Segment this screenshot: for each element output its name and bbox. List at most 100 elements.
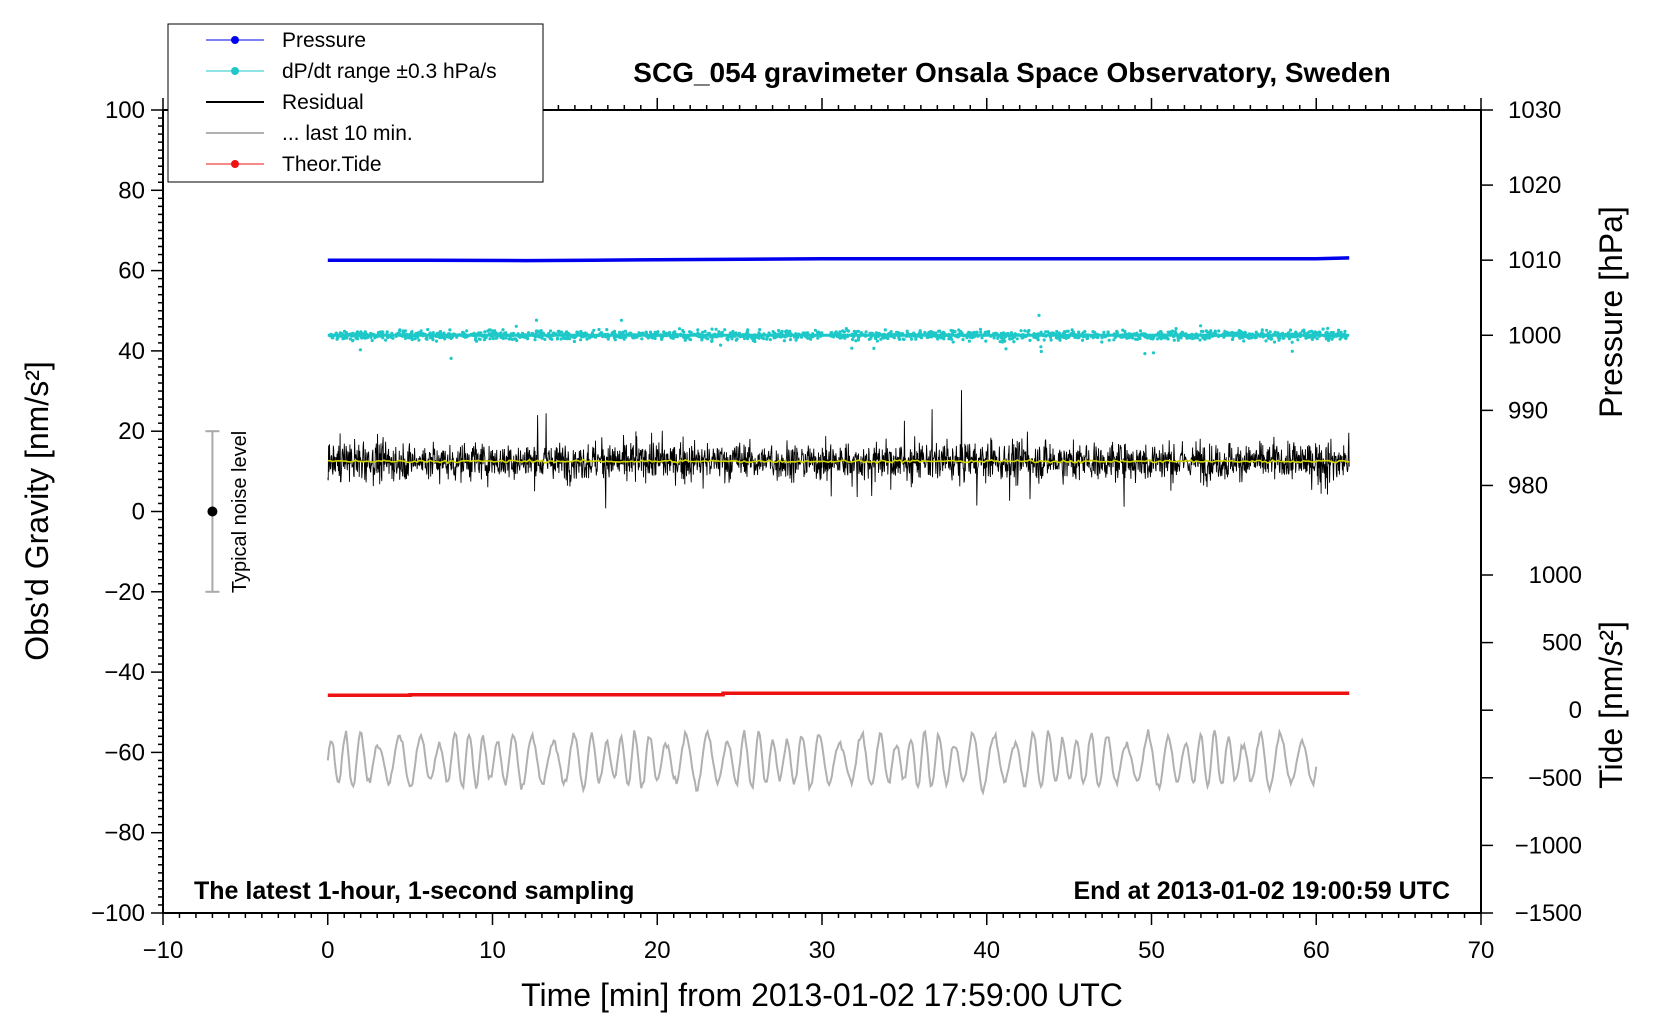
dpdt-point: [494, 336, 498, 340]
dpdt-point: [905, 329, 909, 333]
y-tick-label: −60: [104, 739, 145, 766]
y-axis-title: Obs'd Gravity [nm/s²]: [19, 361, 55, 661]
dpdt-point: [413, 337, 417, 341]
dpdt-point: [548, 329, 553, 333]
pressure-series-line: [327, 256, 1350, 263]
dpdt-point: [403, 336, 407, 340]
dpdt-point: [951, 340, 955, 344]
dpdt-point: [1290, 349, 1294, 353]
plot-frame: [162, 109, 1482, 914]
dpdt-point: [958, 329, 963, 333]
dpdt-point: [842, 330, 847, 334]
dpdt-point: [534, 329, 538, 333]
dpdt-point: [592, 328, 596, 332]
dpdt-point: [618, 330, 622, 334]
tide-tick-label: 0: [1569, 697, 1582, 724]
x-tick-label: 20: [644, 937, 671, 964]
dpdt-point: [613, 329, 617, 333]
dpdt-point: [1302, 330, 1306, 334]
dpdt-point: [543, 337, 547, 341]
dpdt-point: [1143, 352, 1147, 356]
pressure-tick-label: 1030: [1508, 97, 1561, 124]
dpdt-point: [419, 329, 423, 333]
dpdt-point: [1012, 340, 1016, 344]
dpdt-point: [355, 330, 360, 334]
dpdt-point: [874, 331, 879, 335]
x-tick-label: −10: [143, 937, 184, 964]
dpdt-point: [1264, 339, 1268, 343]
dpdt-point: [1003, 339, 1007, 343]
dpdt-point: [335, 337, 339, 341]
dpdt-point: [491, 337, 495, 341]
dpdt-point: [539, 329, 543, 333]
dpdt-point: [488, 337, 492, 341]
dpdt-point: [606, 337, 610, 341]
dpdt-point: [816, 336, 820, 340]
dpdt-point: [579, 338, 583, 342]
axis-ticks: [151, 98, 1493, 925]
dpdt-point: [656, 331, 660, 335]
legend-label: dP/dt range ±0.3 hPa/s: [282, 60, 497, 83]
last-10-min-series-line: [326, 728, 1318, 796]
dpdt-point: [809, 337, 813, 341]
dpdt-point: [431, 331, 435, 335]
y-tick-label: 80: [118, 177, 145, 204]
dpdt-point: [677, 327, 682, 331]
dpdt-point: [1238, 336, 1242, 340]
dpdt-point: [341, 337, 345, 341]
dpdt-point: [1009, 331, 1014, 335]
pressure-tick-label: 990: [1508, 397, 1548, 424]
dpdt-point: [401, 329, 405, 333]
dpdt-point: [875, 339, 880, 343]
legend-swatch-marker: [231, 36, 239, 44]
dpdt-point: [1091, 336, 1095, 340]
dpdt-point: [980, 336, 984, 340]
dpdt-point: [730, 337, 734, 341]
dpdt-point: [1019, 329, 1023, 333]
x-tick-label: 0: [321, 937, 334, 964]
dpdt-point: [735, 337, 739, 341]
dpdt-point: [548, 336, 552, 340]
dpdt-point: [526, 331, 531, 335]
dpdt-point: [817, 331, 821, 335]
dpdt-point: [417, 338, 421, 342]
dpdt-point: [864, 330, 868, 334]
dpdt-point: [879, 337, 883, 341]
dpdt-point: [1315, 337, 1319, 341]
dpdt-point: [1107, 338, 1111, 342]
dpdt-point: [710, 338, 714, 343]
dpdt-point: [1326, 326, 1330, 330]
dpdt-point: [688, 337, 692, 341]
dpdt-point: [1039, 345, 1043, 349]
dpdt-point: [1176, 338, 1180, 342]
dpdt-point: [1127, 336, 1131, 340]
dpdt-point: [565, 337, 569, 341]
dpdt-point: [1338, 337, 1342, 341]
pressure-tick-label: 1000: [1508, 322, 1561, 349]
dpdt-point: [838, 336, 842, 340]
dpdt-point: [1268, 330, 1272, 334]
dpdt-point: [1036, 338, 1040, 342]
dpdt-point: [856, 336, 861, 340]
dpdt-point: [533, 338, 537, 342]
dpdt-point: [742, 336, 747, 341]
dpdt-point: [923, 330, 927, 335]
dpdt-point: [681, 328, 685, 333]
dpdt-point: [342, 329, 347, 333]
dpdt-point: [1308, 330, 1312, 334]
dpdt-point: [1273, 330, 1277, 334]
dpdt-point: [978, 327, 983, 331]
dpdt-point: [927, 330, 931, 334]
dpdt-point: [813, 328, 818, 332]
dpdt-point: [1270, 337, 1274, 341]
dpdt-point: [673, 330, 677, 334]
dpdt-point: [644, 331, 649, 335]
dpdt-point: [1287, 337, 1291, 341]
dpdt-point: [1204, 329, 1208, 333]
dpdt-point: [947, 337, 951, 341]
dpdt-point: [914, 337, 918, 341]
x-tick-label: 10: [479, 937, 506, 964]
tide-tick-label: −500: [1528, 765, 1582, 792]
dpdt-point: [567, 337, 572, 341]
dpdt-point: [668, 330, 672, 335]
